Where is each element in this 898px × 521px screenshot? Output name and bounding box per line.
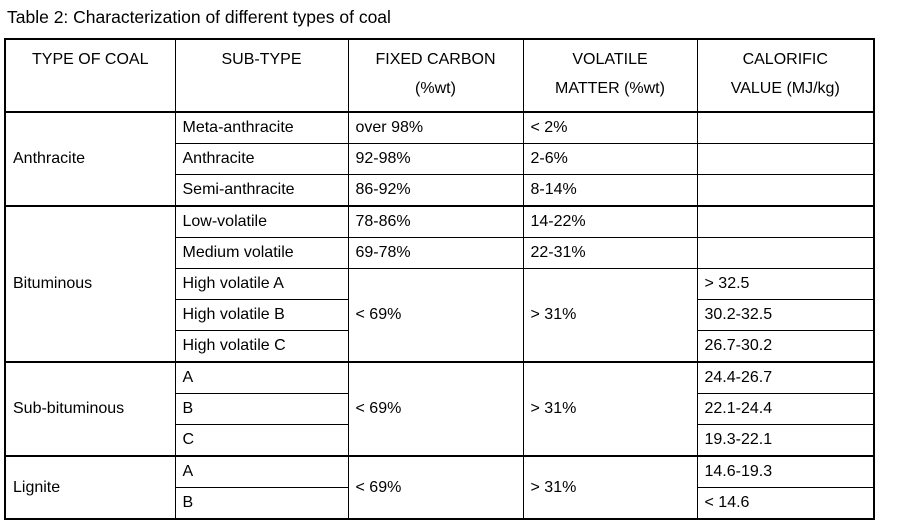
volatile-matter-cell: > 31% — [522, 361, 698, 457]
calorific-cell: > 32.5 — [696, 268, 875, 300]
type-cell: Sub-bituminous — [4, 361, 176, 457]
coal-characterization-table: TYPE OF COAL SUB-TYPE FIXED CARBON (%wt)… — [4, 38, 875, 520]
subtype-cell: A — [174, 361, 349, 394]
calorific-cell: < 14.6 — [696, 487, 875, 520]
table-row: Anthracite Meta-anthracite over 98% < 2% — [4, 111, 875, 207]
table-row: Bituminous Low-volatile 78-86% 14-22% — [4, 205, 875, 363]
subtype-cell: Semi-anthracite — [174, 174, 349, 207]
column-header-sub-type: SUB-TYPE — [174, 38, 349, 113]
fixed-carbon-cell: 86-92% — [347, 174, 524, 207]
header-line — [8, 74, 173, 103]
table-row: Medium volatile 69-78% 22-31% — [5, 237, 875, 269]
fixed-carbon-cell: 69-78% — [347, 237, 524, 269]
table-row: Sub-bituminous A < 69% > 31% 24.4-26.7 — [4, 361, 875, 457]
fixed-carbon-cell: < 69% — [347, 361, 524, 457]
type-cell: Bituminous — [4, 205, 176, 363]
calorific-cell — [696, 237, 875, 269]
column-header-type-of-coal: TYPE OF COAL — [4, 38, 176, 113]
fixed-carbon-cell: over 98% — [347, 111, 524, 144]
subtype-cell: Low-volatile — [174, 205, 349, 238]
header-line — [178, 74, 346, 103]
header-line: TYPE OF COAL — [32, 51, 149, 68]
calorific-cell — [696, 143, 875, 175]
subtype-cell: Meta-anthracite — [174, 111, 349, 144]
table-row: B 22.1-24.4 — [5, 393, 875, 425]
subtype-cell: High volatile C — [174, 330, 349, 363]
calorific-cell: 26.7-30.2 — [696, 330, 875, 363]
header-line: SUB-TYPE — [221, 51, 302, 68]
table-row: High volatile B 30.2-32.5 — [5, 299, 875, 331]
header-line: VALUE (MJ/kg) — [730, 80, 840, 97]
subtype-cell: High volatile B — [174, 299, 349, 331]
table-row: Anthracite 92-98% 2-6% — [5, 143, 875, 175]
subtype-cell: Anthracite — [174, 143, 349, 175]
subtype-cell: High volatile A — [174, 268, 349, 300]
volatile-matter-cell: 22-31% — [522, 237, 698, 269]
volatile-matter-cell: 8-14% — [522, 174, 698, 207]
header-line: (%wt) — [415, 80, 456, 97]
fixed-carbon-cell: < 69% — [347, 268, 524, 363]
calorific-cell: 19.3-22.1 — [696, 424, 875, 457]
subtype-cell: C — [174, 424, 349, 457]
column-header-fixed-carbon: FIXED CARBON (%wt) — [347, 38, 524, 113]
table-row: C 19.3-22.1 — [5, 424, 875, 457]
calorific-cell — [696, 111, 875, 144]
volatile-matter-cell: > 31% — [522, 268, 698, 363]
fixed-carbon-cell: 92-98% — [347, 143, 524, 175]
column-header-volatile-matter: VOLATILE MATTER (%wt) — [522, 38, 698, 113]
header-line: VOLATILE — [572, 51, 648, 68]
type-cell: Anthracite — [4, 111, 176, 207]
volatile-matter-cell: 2-6% — [522, 143, 698, 175]
header-line: FIXED CARBON — [375, 51, 496, 68]
table-row: Semi-anthracite 86-92% 8-14% — [5, 174, 875, 207]
calorific-cell: 14.6-19.3 — [696, 455, 875, 488]
volatile-matter-cell: < 2% — [522, 111, 698, 144]
table-row: High volatile A < 69% > 31% > 32.5 — [5, 268, 875, 363]
subtype-cell: Medium volatile — [174, 237, 349, 269]
fixed-carbon-cell: 78-86% — [347, 205, 524, 238]
header-line: MATTER (%wt) — [555, 80, 665, 97]
header-row: TYPE OF COAL SUB-TYPE FIXED CARBON (%wt)… — [4, 38, 875, 113]
table-caption: Table 2: Characterization of different t… — [7, 7, 391, 27]
table-row: B < 14.6 — [5, 487, 875, 520]
type-cell: Lignite — [4, 455, 176, 520]
volatile-matter-cell: 14-22% — [522, 205, 698, 238]
calorific-cell — [696, 174, 875, 207]
volatile-matter-cell: > 31% — [522, 455, 698, 520]
subtype-cell: B — [174, 393, 349, 425]
table-row: Lignite A < 69% > 31% 14.6-19.3 — [4, 455, 875, 520]
calorific-cell: 30.2-32.5 — [696, 299, 875, 331]
subtype-cell: A — [174, 455, 349, 488]
header-line: CALORIFIC — [742, 51, 828, 68]
calorific-cell — [696, 205, 875, 238]
calorific-cell: 22.1-24.4 — [696, 393, 875, 425]
table-row: High volatile C 26.7-30.2 — [5, 330, 875, 363]
subtype-cell: B — [174, 487, 349, 520]
calorific-cell: 24.4-26.7 — [696, 361, 875, 394]
column-header-calorific-value: CALORIFIC VALUE (MJ/kg) — [696, 38, 875, 113]
fixed-carbon-cell: < 69% — [347, 455, 524, 520]
